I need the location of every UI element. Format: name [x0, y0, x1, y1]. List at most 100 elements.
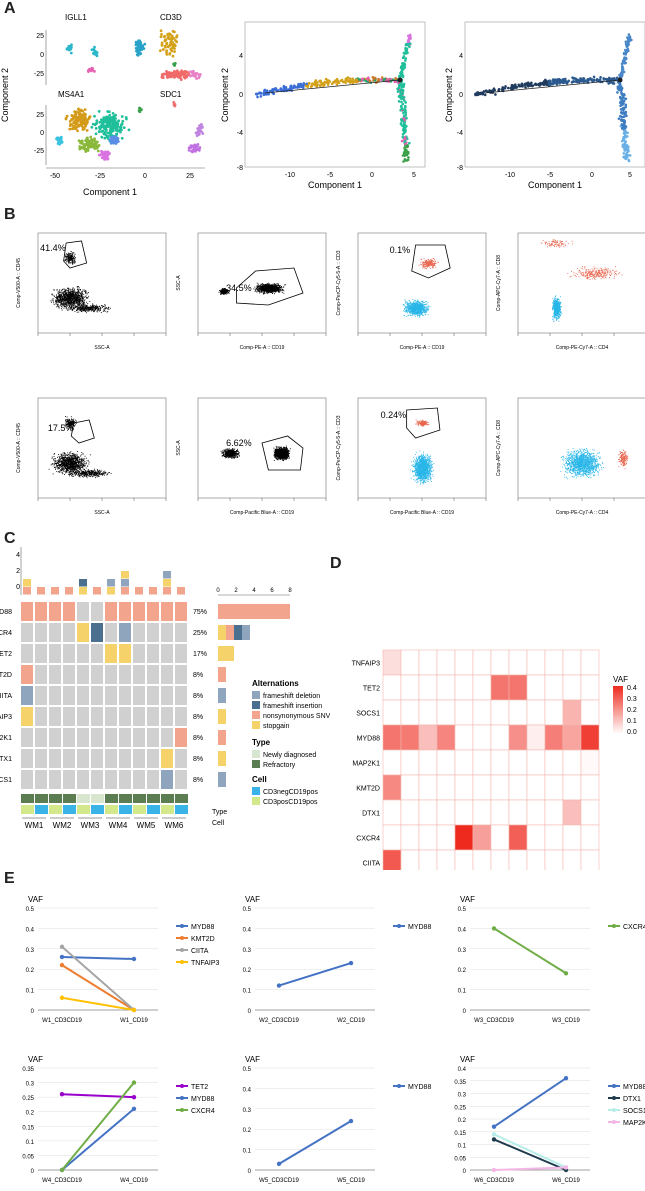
flow-event: [66, 293, 68, 295]
trajectory-point: [403, 59, 407, 62]
trajectory-point: [324, 80, 328, 84]
trajectory-point: [557, 81, 561, 84]
flow-event: [277, 283, 279, 285]
flow-event: [57, 296, 59, 297]
flow-event: [228, 292, 230, 294]
flow-event: [66, 295, 68, 297]
flow-event: [427, 309, 429, 311]
flow-event: [273, 290, 275, 292]
flow-event: [413, 314, 415, 316]
flow-event: [81, 309, 83, 311]
flow-event: [60, 297, 62, 299]
trajectory-point: [319, 79, 323, 83]
flow-event: [67, 300, 69, 301]
flow-event: [261, 291, 263, 293]
tsne-point: [183, 76, 187, 80]
flow-event: [69, 292, 71, 294]
flow-event: [77, 293, 79, 295]
flow-event: [403, 314, 405, 316]
flow-event: [274, 284, 275, 286]
flow-event: [262, 292, 264, 294]
tsne-point: [111, 126, 115, 130]
trajectory-point: [405, 49, 409, 52]
tsne-point: [57, 138, 60, 142]
flow-event: [83, 307, 85, 309]
flow-event: [85, 292, 87, 294]
flow-event: [63, 300, 65, 302]
flow-event: [256, 288, 258, 290]
flow-event: [61, 306, 63, 308]
flow-event: [224, 293, 226, 295]
flow-event: [82, 302, 84, 304]
flow-event: [55, 300, 57, 302]
flow-event: [72, 290, 74, 292]
flow-event: [71, 293, 73, 295]
tsne-point: [98, 120, 102, 124]
tsne-point: [138, 52, 142, 56]
flow-event: [418, 300, 419, 302]
tsne-point: [190, 71, 194, 74]
flow-event: [71, 258, 72, 260]
flow-event: [220, 291, 221, 293]
tsne-point: [160, 32, 163, 36]
flow-event: [69, 308, 71, 310]
flow-event: [67, 260, 69, 262]
traj1-xtick-2: -5: [327, 172, 333, 179]
flow-event: [268, 292, 270, 294]
flow-event: [61, 303, 63, 305]
trajectory-point: [617, 117, 621, 120]
flow-event: [73, 305, 75, 307]
flow-event: [64, 290, 66, 292]
flow-event: [422, 302, 424, 304]
tsne-point: [69, 51, 73, 55]
flow-event: [422, 302, 423, 304]
trajectory-point: [592, 75, 596, 79]
flow-event: [420, 312, 422, 314]
flow-event: [86, 307, 88, 309]
flow-event: [73, 297, 75, 299]
tsne-xlabel: Component 1: [83, 187, 137, 197]
flow-event: [82, 307, 84, 309]
flow-event: [85, 310, 87, 312]
tsne-point: [97, 130, 101, 133]
flow-event: [422, 307, 424, 309]
flow-event: [86, 308, 88, 310]
flow-event: [106, 311, 108, 313]
flow-event: [266, 284, 267, 286]
tsne-point: [73, 110, 77, 114]
tsne-point: [166, 36, 170, 40]
flow-event: [73, 252, 75, 254]
flow-event: [275, 284, 277, 286]
flow-event: [271, 291, 272, 293]
flow-event: [75, 305, 77, 307]
trajectory-plot-1: Component 2 Component 1 4 0 -4 -8 -10 -5…: [220, 21, 426, 190]
flow-event: [258, 290, 260, 292]
flow-event: [79, 301, 81, 303]
flow-event: [62, 301, 64, 303]
flow-event: [276, 285, 278, 286]
flow-event: [87, 303, 89, 304]
tsne-point: [81, 109, 85, 113]
flow-event: [412, 301, 414, 303]
flow-event: [67, 287, 68, 289]
flow-event: [422, 306, 424, 307]
tsne-point: [136, 44, 140, 48]
flow-event: [283, 284, 285, 286]
flow-event: [73, 298, 75, 299]
flow-event: [411, 304, 413, 306]
flow-event: [67, 294, 69, 296]
flow-event: [104, 308, 106, 310]
tsne-point: [87, 70, 90, 73]
flow-event: [265, 284, 267, 286]
trajectory-point: [327, 79, 331, 83]
flow-event: [263, 284, 265, 286]
flow-event: [422, 304, 424, 306]
flow-event: [256, 285, 258, 287]
flow-event: [423, 310, 425, 312]
flow-event: [84, 296, 86, 298]
flow-event: [67, 254, 69, 256]
flow-event: [67, 290, 69, 292]
tsne-point: [106, 131, 110, 135]
flow-event: [57, 296, 59, 298]
